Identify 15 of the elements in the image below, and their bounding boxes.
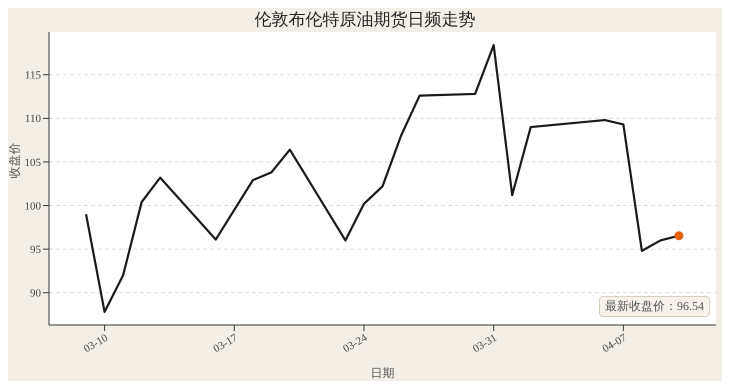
y-tick-label: 115: [24, 70, 42, 82]
x-axis-title: 日期: [370, 366, 394, 380]
x-tick-label: 03-10: [82, 332, 110, 356]
y-tick-label: 90: [30, 288, 42, 300]
chart-title: 伦敦布伦特原油期货日频走势: [254, 9, 476, 31]
annotation: 最新收盘价：96.54: [599, 296, 710, 317]
y-tick-label: 95: [30, 244, 42, 256]
y-tick-label: 110: [24, 113, 42, 126]
y-tick-label: 100: [24, 200, 42, 212]
y-axis-title: 收盘价: [7, 142, 22, 178]
y-tick-label: 105: [24, 156, 42, 169]
x-tick-label: 03-24: [341, 332, 370, 356]
x-tick-label: 03-17: [211, 332, 240, 356]
x-tick-label: 04-07: [600, 332, 630, 356]
x-tick-label: 03-31: [470, 332, 500, 356]
